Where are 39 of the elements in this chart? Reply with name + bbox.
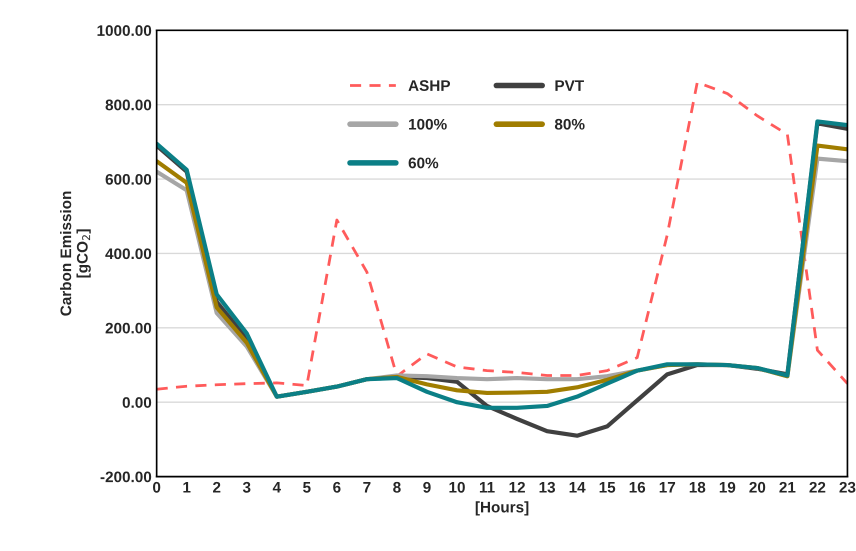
line-series (156, 80, 848, 391)
x-tick-label: 21 (779, 482, 796, 493)
legend-label: 60% (408, 158, 438, 168)
y-axis-title: Carbon Emission [gCO$_{2}$] (60, 192, 91, 316)
x-tick-label: 2 (213, 482, 220, 493)
x-tick-label: 14 (570, 482, 586, 493)
x-tick-label: 6 (333, 482, 341, 493)
y-tick-label: -200.00 (100, 471, 152, 482)
x-tick-label: 17 (660, 482, 676, 493)
y-tick-label: 600.00 (106, 174, 152, 185)
x-tick-label: 23 (839, 482, 856, 493)
legend-label: ASHP (408, 80, 450, 91)
x-tick-label: 9 (423, 482, 431, 493)
x-axis-title: [Hours] (476, 501, 528, 516)
x-tick-label: 15 (600, 482, 616, 493)
legend-label: 80% (554, 118, 585, 130)
x-tick-label: 0 (153, 482, 160, 493)
x-tick-label: 16 (630, 482, 646, 493)
x-tick-label: 12 (510, 482, 525, 493)
x-tick-label: 22 (809, 482, 826, 493)
x-tick-label: 5 (303, 482, 311, 493)
x-tick-label: 11 (480, 482, 495, 493)
x-tick-label: 8 (393, 482, 401, 493)
y-tick-label: 1000.00 (98, 25, 152, 36)
y-tick-label: 800.00 (106, 100, 152, 110)
y-tick-label: 0.00 (122, 397, 152, 408)
legend-label: PVT (555, 80, 584, 91)
x-tick-label: 4 (272, 482, 281, 493)
x-tick-label: 3 (242, 482, 250, 493)
x-tick-label: 1 (183, 482, 191, 493)
x-tick-label: 18 (690, 482, 706, 493)
y-tick-label: 400.00 (105, 248, 152, 260)
x-tick-label: 7 (363, 482, 370, 493)
x-tick-label: 20 (749, 482, 766, 493)
x-tick-label: 10 (449, 482, 465, 493)
x-tick-label: 13 (540, 482, 556, 493)
legend-label: 100% (409, 118, 447, 130)
y-tick-label: 200.00 (106, 322, 152, 334)
x-tick-label: 19 (720, 482, 736, 493)
